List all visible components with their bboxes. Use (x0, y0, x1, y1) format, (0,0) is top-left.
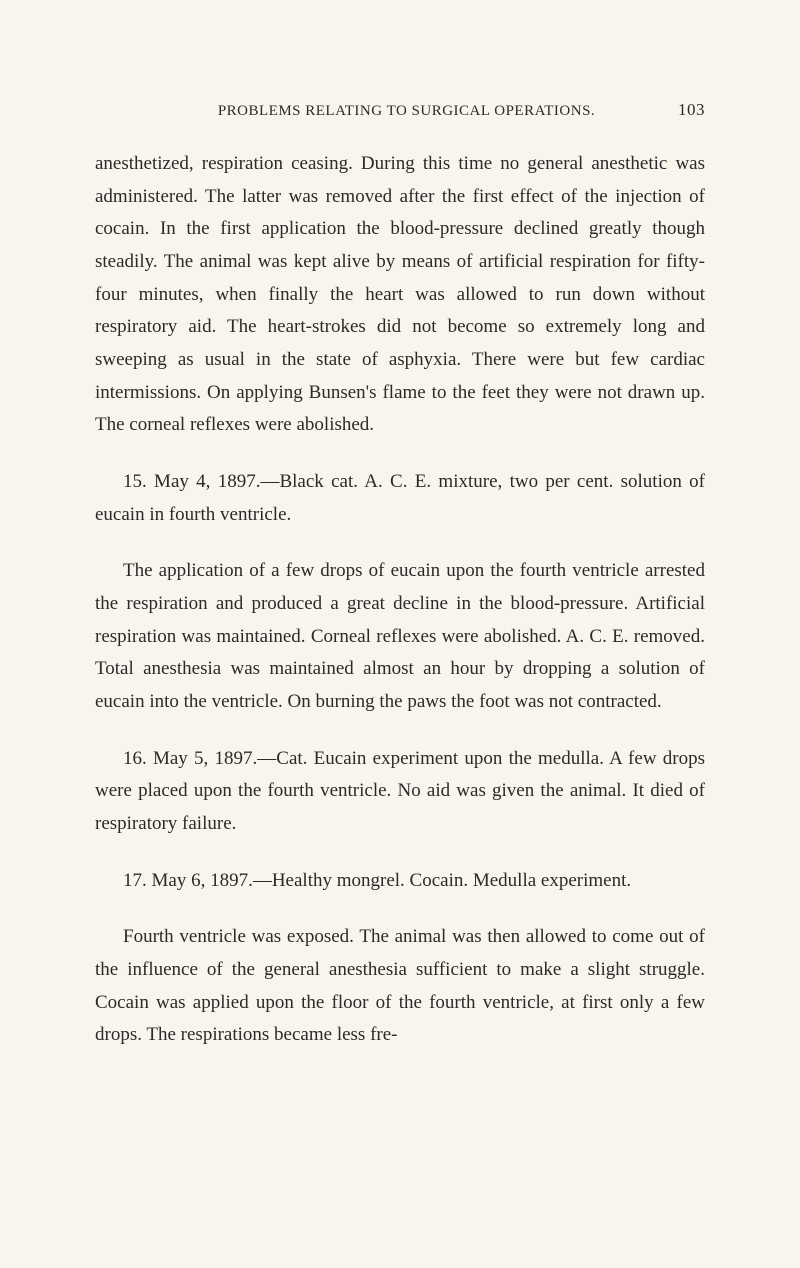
page-header: PROBLEMS RELATING TO SURGICAL OPERATIONS… (95, 100, 705, 120)
paragraph-5: 17. May 6, 1897.—Healthy mongrel. Cocain… (95, 865, 705, 898)
paragraph-4: 16. May 5, 1897.—Cat. Eucain experiment … (95, 743, 705, 841)
page-number: 103 (678, 100, 705, 120)
paragraph-3: The application of a few drops of eucain… (95, 555, 705, 718)
paragraph-2: 15. May 4, 1897.—Black cat. A. C. E. mix… (95, 466, 705, 531)
paragraph-1: anesthetized, respiration ceasing. Durin… (95, 148, 705, 442)
paragraph-6: Fourth ventricle was exposed. The animal… (95, 921, 705, 1052)
header-title: PROBLEMS RELATING TO SURGICAL OPERATIONS… (95, 103, 678, 120)
